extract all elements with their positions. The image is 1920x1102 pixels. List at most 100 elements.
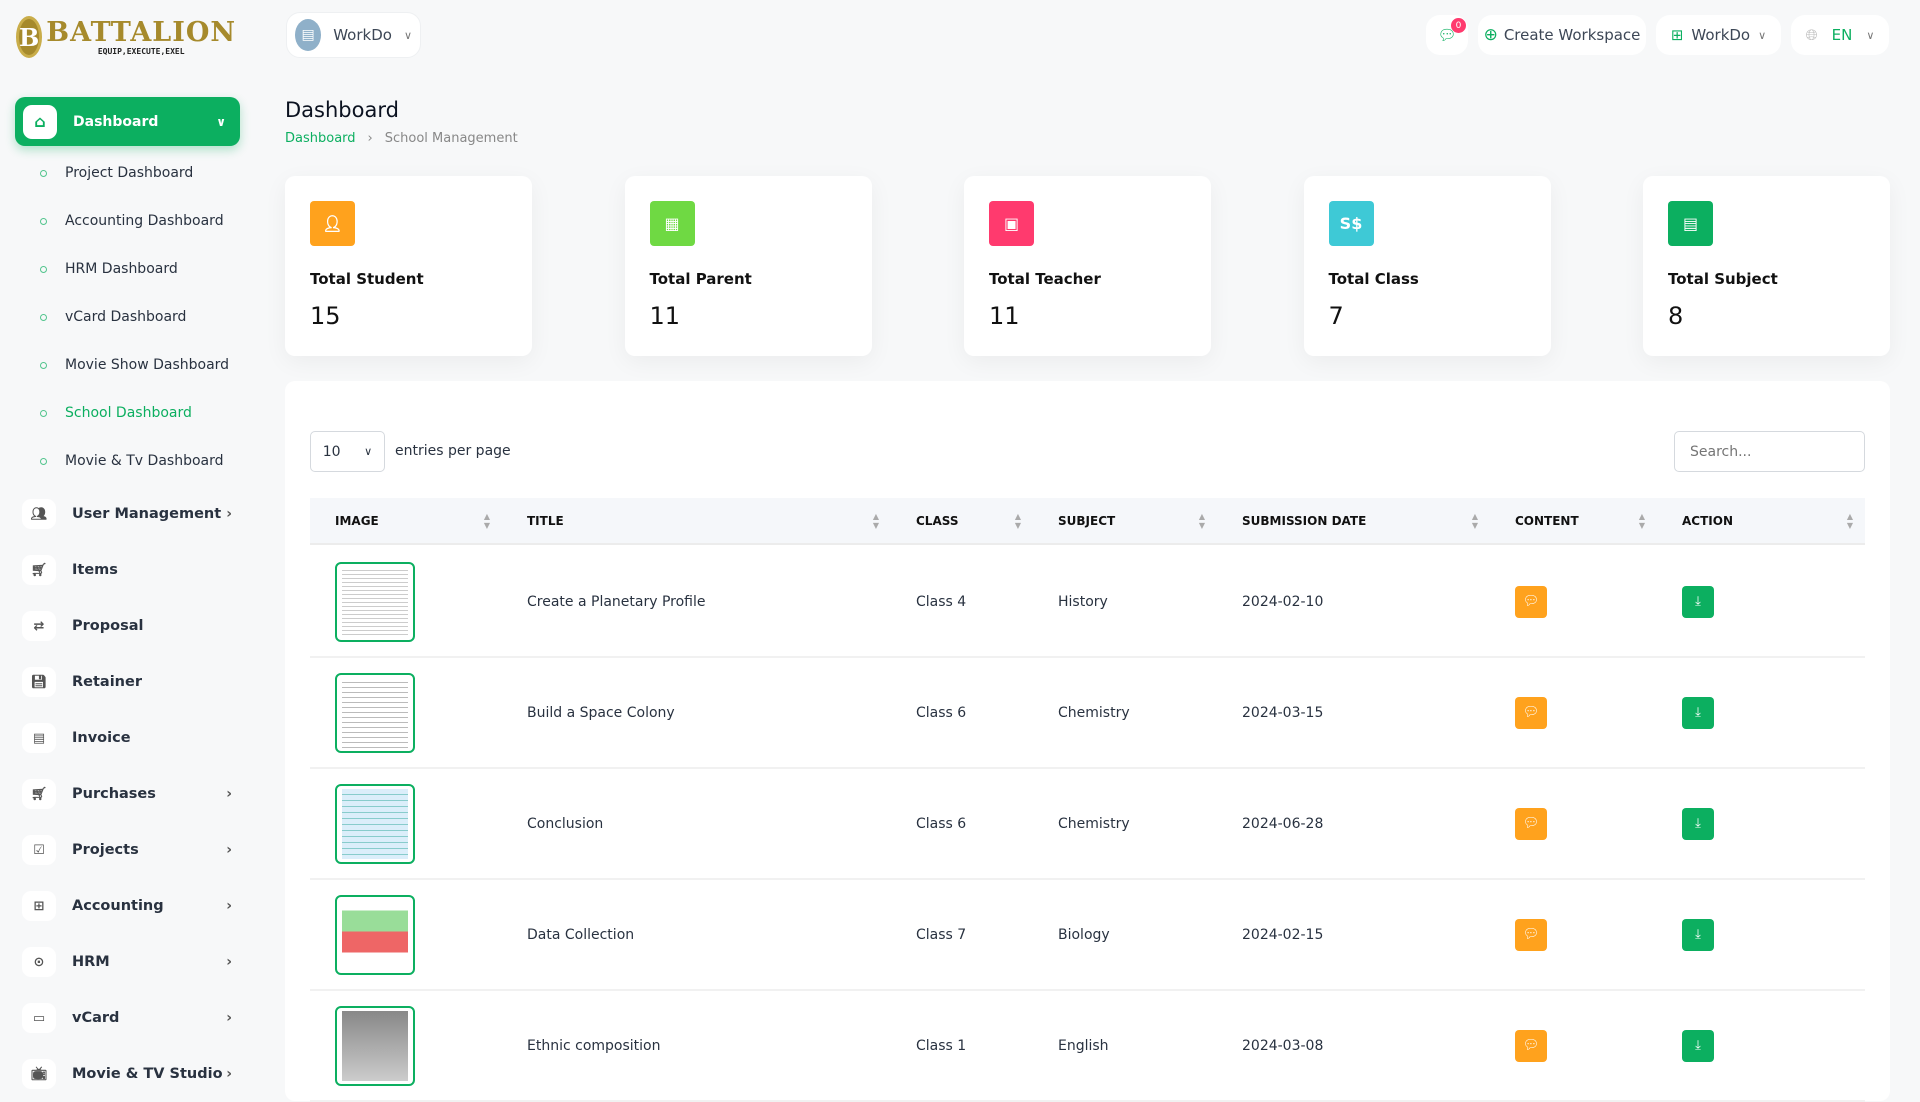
- chevron-down-icon: ∨: [403, 28, 412, 42]
- assignment-thumbnail[interactable]: [335, 1005, 415, 1086]
- sidebar-subitem[interactable]: HRM Dashboard: [40, 259, 178, 279]
- table-header: IMAGE ▲ ▼ TITLE ▲ ▼ CLASS ▲ ▼ SUBJECT ▲ ▼ SUBMISSION…: [310, 498, 1865, 545]
- sidebar-item[interactable]: 🛒︎ Purchases ›: [22, 777, 232, 811]
- users-icon: 👥︎: [22, 499, 56, 529]
- sidebar-subitem[interactable]: Movie & Tv Dashboard: [40, 451, 224, 471]
- chevron-right-icon: ›: [226, 506, 232, 522]
- download-button[interactable]: ⤓: [1682, 918, 1714, 951]
- sidebar-item-label: Invoice: [72, 730, 131, 746]
- action-cell: ⤓: [1657, 769, 1865, 878]
- chevron-right-icon: ›: [226, 1010, 232, 1026]
- sidebar-item[interactable]: ⊞ Accounting ›: [22, 889, 232, 923]
- search-input[interactable]: [1674, 431, 1865, 472]
- column-header[interactable]: TITLE ▲ ▼: [502, 498, 891, 543]
- sidebar-subitem[interactable]: Movie Show Dashboard: [40, 355, 229, 375]
- column-header[interactable]: CLASS ▲ ▼: [891, 498, 1033, 543]
- workspace-name: WorkDo: [333, 26, 392, 44]
- grid-plus-icon: ⊞: [22, 891, 56, 921]
- bullet-icon: [40, 409, 47, 417]
- sort-icon: ▲ ▼: [1198, 511, 1205, 530]
- download-icon: ⤓: [1695, 816, 1701, 831]
- sidebar-item[interactable]: 🛒︎ Items: [22, 553, 232, 587]
- stat-card: S$ Total Class 7: [1303, 176, 1551, 356]
- sidebar-item[interactable]: ▭ vCard ›: [22, 1001, 232, 1035]
- language-selector[interactable]: 🌐︎ EN ∨: [1791, 15, 1889, 55]
- create-workspace-button[interactable]: ⊕ Create Workspace: [1478, 15, 1646, 55]
- sidebar-subitem[interactable]: Project Dashboard: [40, 163, 193, 183]
- sidebar-item-label: Movie & TV Studio: [72, 1066, 223, 1082]
- breadcrumb: Dashboard › School Management: [285, 131, 518, 146]
- workspace-menu-label: WorkDo: [1691, 26, 1751, 44]
- stat-label: Total Student: [310, 270, 424, 288]
- assignment-thumbnail[interactable]: [335, 783, 415, 864]
- sidebar-item[interactable]: 👥︎ User Management ›: [22, 497, 232, 531]
- download-icon: ⤓: [1695, 927, 1701, 942]
- column-header[interactable]: ACTION ▲ ▼: [1657, 498, 1865, 543]
- sidebar-item-dashboard[interactable]: ⌂ Dashboard ∨: [15, 97, 240, 146]
- class-cell: Class 1: [916, 1037, 967, 1054]
- assignment-thumbnail[interactable]: [335, 672, 415, 753]
- messages-button[interactable]: 💬︎ 0: [1426, 15, 1468, 55]
- class-cell: Class 6: [916, 704, 967, 721]
- download-button[interactable]: ⤓: [1682, 1029, 1714, 1062]
- class-cell: Class 6: [916, 815, 967, 832]
- sidebar-item[interactable]: ☑ Projects ›: [22, 833, 232, 867]
- sidebar-item-label: HRM: [72, 954, 110, 970]
- breadcrumb-dashboard[interactable]: Dashboard: [285, 131, 356, 146]
- action-cell: ⤓: [1657, 658, 1865, 767]
- column-header[interactable]: CONTENT ▲ ▼: [1490, 498, 1657, 543]
- assignments-table-card: 10∨ entries per page IMAGE▲▼TITLE▲▼CLASS…: [285, 381, 1890, 1102]
- content-cell: 💬︎: [1490, 658, 1657, 767]
- view-content-button[interactable]: 💬︎: [1515, 585, 1547, 618]
- column-header-label: CLASS: [916, 513, 959, 528]
- class-cell: Class 4: [916, 593, 967, 610]
- download-button[interactable]: ⤓: [1682, 807, 1714, 840]
- subject-cell: Chemistry: [1058, 704, 1130, 721]
- sidebar-item[interactable]: 📺︎ Movie & TV Studio ›: [22, 1057, 232, 1091]
- assignment-thumbnail[interactable]: [335, 561, 415, 642]
- entries-per-page-select[interactable]: 10 ∨: [310, 431, 385, 472]
- chevron-right-icon: ›: [226, 786, 232, 802]
- column-header-label: IMAGE: [335, 513, 379, 528]
- image-cell: [310, 658, 502, 767]
- chevron-right-icon: ›: [226, 1066, 232, 1082]
- stat-label: Total Teacher: [989, 270, 1101, 288]
- download-button[interactable]: ⤓: [1682, 585, 1714, 618]
- sidebar-subitem-label: vCard Dashboard: [65, 309, 187, 325]
- brand-logo[interactable]: B BATTALION EQUIP,EXECUTE,EXEL: [16, 14, 235, 60]
- sidebar-item[interactable]: ▤ Invoice: [22, 721, 232, 755]
- building-icon: ▤: [295, 19, 322, 51]
- card-icon: ▭: [22, 1003, 56, 1033]
- stat-card: ▦ Total Parent 11: [624, 176, 872, 356]
- content-cell: 💬︎: [1490, 547, 1657, 656]
- sidebar-subitem[interactable]: Accounting Dashboard: [40, 211, 224, 231]
- sidebar-item[interactable]: ⇄ Proposal: [22, 609, 232, 643]
- view-content-button[interactable]: 💬︎: [1515, 696, 1547, 729]
- assignment-thumbnail[interactable]: [335, 894, 415, 975]
- page-title: Dashboard: [285, 98, 399, 122]
- sort-icon: ▲ ▼: [1638, 511, 1645, 530]
- column-header[interactable]: SUBMISSION DATE ▲ ▼: [1217, 498, 1490, 543]
- sidebar-item[interactable]: ⊙ HRM ›: [22, 945, 232, 979]
- subject-cell: History: [1058, 593, 1108, 610]
- workspace-menu[interactable]: ⊞ WorkDo ∨: [1656, 15, 1781, 55]
- sidebar-item[interactable]: 💾︎ Retainer: [22, 665, 232, 699]
- table-row: Ethnic composition Class 1 English 2024-…: [310, 991, 1865, 1102]
- download-button[interactable]: ⤓: [1682, 696, 1714, 729]
- sidebar-subitem[interactable]: vCard Dashboard: [40, 307, 186, 327]
- stat-label: Total Subject: [1668, 270, 1778, 288]
- brand-name: BATTALION: [46, 16, 237, 48]
- view-content-button[interactable]: 💬︎: [1515, 807, 1547, 840]
- user-focus-icon: ⊙: [22, 947, 56, 977]
- workspace-switcher[interactable]: ▤ WorkDo ∨: [286, 12, 421, 58]
- column-header[interactable]: IMAGE ▲ ▼: [310, 498, 502, 543]
- table-row: Create a Planetary Profile Class 4 Histo…: [310, 547, 1865, 658]
- column-header[interactable]: SUBJECT ▲ ▼: [1033, 498, 1217, 543]
- subject-cell: English: [1058, 1037, 1109, 1054]
- table-row: Data Collection Class 7 Biology 2024-02-…: [310, 880, 1865, 991]
- globe-icon: 🌐︎: [1805, 26, 1818, 44]
- view-content-button[interactable]: 💬︎: [1515, 1029, 1547, 1062]
- sort-icon: ▲ ▼: [483, 511, 490, 530]
- view-content-button[interactable]: 💬︎: [1515, 918, 1547, 951]
- sidebar-subitem[interactable]: School Dashboard: [40, 403, 192, 423]
